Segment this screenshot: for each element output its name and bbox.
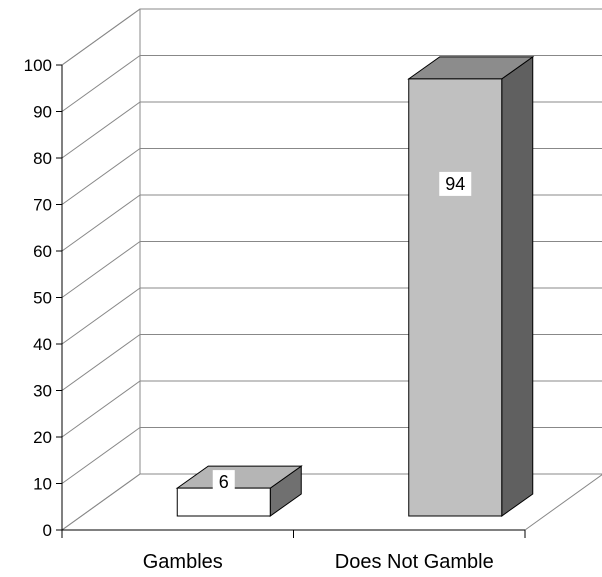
y-axis: 0 10 20 30 40 50 60 70 80 90 100: [24, 56, 526, 540]
gridline-side: [61, 380, 141, 438]
bar-side: [501, 55, 534, 517]
gridline-side: [61, 334, 141, 391]
gridline-side: [61, 8, 141, 66]
bar-gambles: 6: [175, 465, 303, 517]
gridline-side: [61, 194, 141, 252]
gridline-side: [61, 55, 141, 112]
data-label-bg: [212, 470, 235, 495]
gridline-side: [61, 148, 141, 205]
y-tick-label: 100: [24, 56, 52, 75]
y-tick-label: 20: [33, 428, 52, 447]
data-label: 94: [445, 174, 465, 194]
y-tick-label: 0: [43, 521, 52, 540]
y-tick-label: 50: [33, 289, 52, 308]
y-tick-label: 30: [33, 382, 52, 401]
y-tick-label: 60: [33, 242, 52, 261]
y-tick-label: 10: [33, 475, 52, 494]
data-label: 6: [219, 472, 229, 492]
y-tick-label: 80: [33, 149, 52, 168]
y-tick-label: 40: [33, 335, 52, 354]
y-tick-label: 70: [33, 196, 52, 215]
gridline-side: [61, 427, 141, 484]
y-tick-label: 90: [33, 103, 52, 122]
gridline-side: [61, 101, 141, 159]
category-label: Does Not Gamble: [335, 551, 494, 573]
x-axis-labels: Gambles Does Not Gamble: [143, 551, 494, 573]
bar-front: [408, 78, 503, 517]
data-label-bg: [439, 171, 472, 196]
bars: 6 94: [175, 55, 535, 517]
category-label: Gambles: [143, 551, 223, 573]
gridline-side: [61, 241, 141, 298]
bar-does-not-gamble: 94: [407, 55, 535, 517]
gridline-side: [61, 287, 141, 345]
gridline-side: [61, 473, 141, 531]
